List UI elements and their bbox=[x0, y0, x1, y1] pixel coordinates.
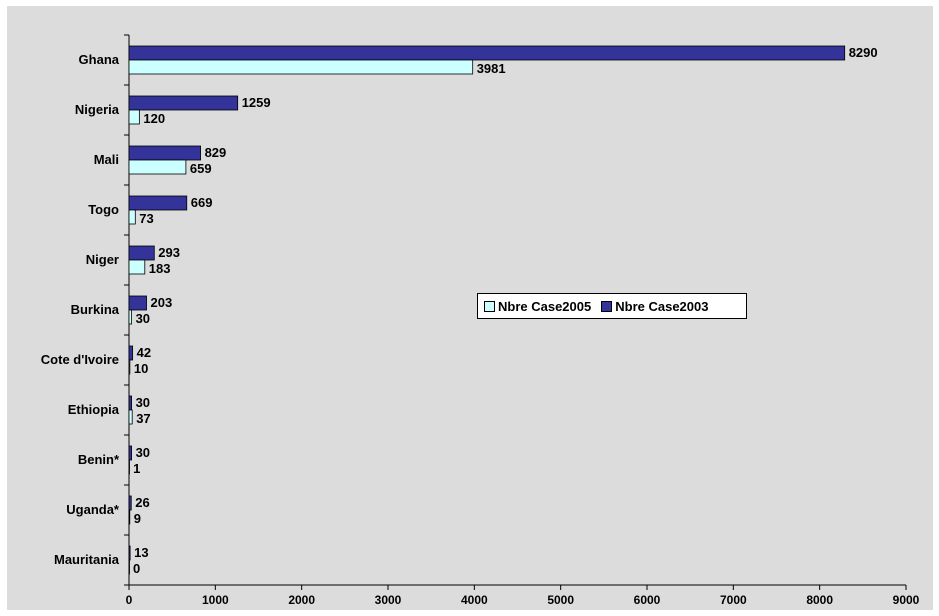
bar-2003 bbox=[128, 445, 132, 461]
x-tick-label: 1000 bbox=[202, 593, 229, 607]
bar-2003 bbox=[128, 245, 155, 261]
bar-2005 bbox=[128, 109, 140, 125]
category-label: Cote d'Ivoire bbox=[41, 352, 119, 367]
data-label-2003: 42 bbox=[137, 345, 151, 360]
data-label-2003: 26 bbox=[135, 495, 149, 510]
bar-2005 bbox=[128, 309, 132, 325]
x-tick-label: 3000 bbox=[375, 593, 402, 607]
data-label-2003: 293 bbox=[158, 245, 180, 260]
data-label-2003: 829 bbox=[205, 145, 227, 160]
x-tick-label: 4000 bbox=[461, 593, 488, 607]
bar-2005 bbox=[128, 409, 133, 425]
x-tick-label: 6000 bbox=[634, 593, 661, 607]
bar-2003 bbox=[128, 195, 188, 211]
category-label: Nigeria bbox=[75, 102, 120, 117]
bar-2005 bbox=[128, 159, 187, 175]
data-label-2005: 3981 bbox=[477, 61, 506, 76]
bar-2005 bbox=[128, 559, 130, 575]
bar-2005 bbox=[128, 209, 136, 225]
x-tick-label: 9000 bbox=[893, 593, 920, 607]
data-label-2005: 1 bbox=[133, 461, 140, 476]
data-label-2005: 0 bbox=[133, 561, 140, 576]
x-tick-label: 7000 bbox=[720, 593, 747, 607]
bar-2005 bbox=[128, 459, 130, 475]
legend: Nbre Case2005 Nbre Case2003 bbox=[477, 293, 747, 319]
bar-2003 bbox=[128, 45, 846, 61]
bar-2003 bbox=[128, 345, 134, 361]
category-label: Benin* bbox=[78, 452, 120, 467]
bar-2005 bbox=[128, 509, 131, 525]
data-label-2003: 30 bbox=[136, 445, 150, 460]
data-label-2003: 13 bbox=[134, 545, 148, 560]
legend-item-2003: Nbre Case2003 bbox=[601, 299, 708, 314]
data-label-2003: 1259 bbox=[242, 95, 271, 110]
category-label: Uganda* bbox=[66, 502, 120, 517]
legend-swatch-2005 bbox=[484, 300, 495, 312]
data-label-2005: 183 bbox=[149, 261, 171, 276]
data-label-2005: 73 bbox=[139, 211, 153, 226]
bar-2003 bbox=[128, 145, 201, 161]
bar-2003 bbox=[128, 395, 132, 411]
data-label-2005: 9 bbox=[134, 511, 141, 526]
data-label-2003: 203 bbox=[151, 295, 173, 310]
bar-2003 bbox=[128, 95, 239, 111]
data-label-2005: 659 bbox=[190, 161, 212, 176]
data-label-2005: 37 bbox=[136, 411, 150, 426]
x-tick-label: 8000 bbox=[806, 593, 833, 607]
plot-area: 0 1000 2000 3000 4000 5000 6000 7000 8000 9000 Gha… bbox=[41, 34, 920, 607]
legend-label-2005: Nbre Case2005 bbox=[498, 298, 592, 314]
legend-item-2005: Nbre Case2005 bbox=[484, 299, 591, 314]
category-label: Ghana bbox=[79, 52, 120, 67]
bar-2003 bbox=[128, 295, 147, 311]
legend-label-2003: Nbre Case2003 bbox=[615, 298, 709, 314]
bar-2003 bbox=[128, 495, 132, 511]
data-label-2003: 669 bbox=[191, 195, 213, 210]
data-label-2005: 10 bbox=[134, 361, 148, 376]
category-label: Mauritania bbox=[54, 552, 120, 567]
category-label: Mali bbox=[94, 152, 119, 167]
x-tick-label: 2000 bbox=[288, 593, 315, 607]
data-label-2003: 30 bbox=[136, 395, 150, 410]
bar-2005 bbox=[128, 59, 474, 75]
data-label-2005: 120 bbox=[143, 111, 165, 126]
x-tick-label: 5000 bbox=[547, 593, 574, 607]
legend-swatch-2003 bbox=[601, 300, 613, 312]
bar-2005 bbox=[128, 259, 146, 275]
bar-2005 bbox=[128, 359, 131, 375]
data-label-2005: 30 bbox=[136, 311, 150, 326]
data-label-2003: 8290 bbox=[849, 45, 878, 60]
category-label: Ethiopia bbox=[68, 402, 120, 417]
bar-2003 bbox=[128, 545, 131, 561]
x-tick-label: 0 bbox=[126, 593, 133, 607]
category-label: Togo bbox=[88, 202, 119, 217]
category-label: Niger bbox=[86, 252, 119, 267]
category-label: Burkina bbox=[71, 302, 120, 317]
